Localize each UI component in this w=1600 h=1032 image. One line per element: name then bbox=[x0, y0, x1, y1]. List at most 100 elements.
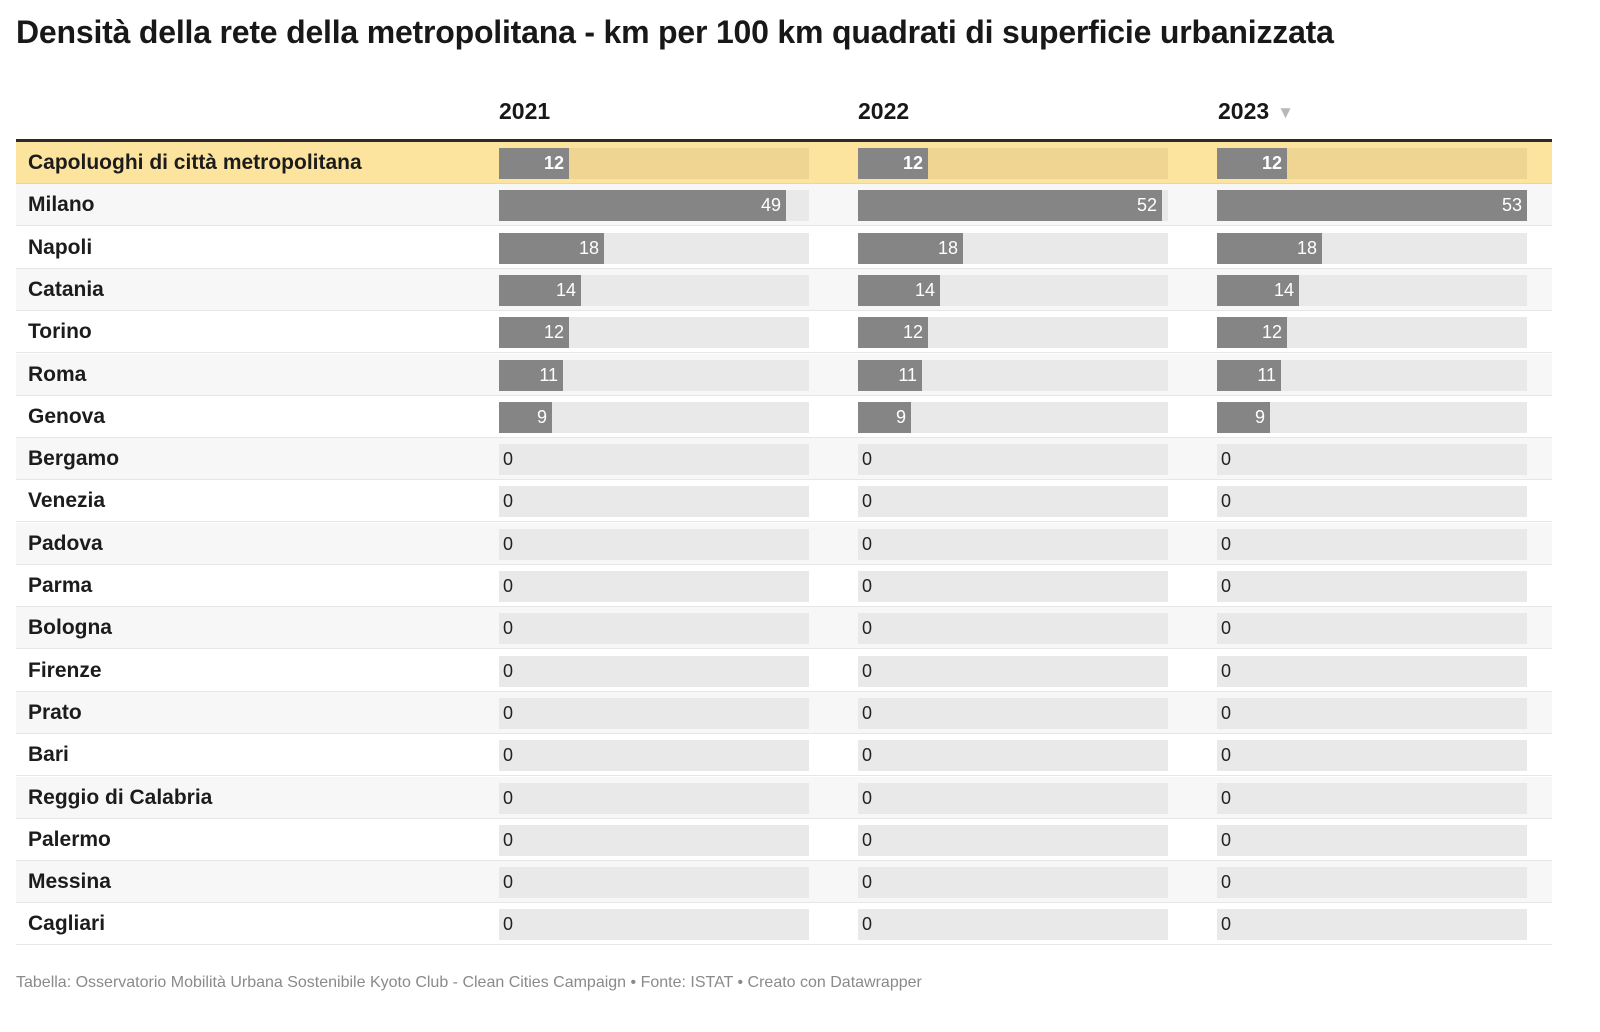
bar-value-label: 9 bbox=[895, 406, 906, 427]
bar-track-2023: 0 bbox=[1217, 571, 1527, 602]
bar-value-label: 0 bbox=[862, 618, 873, 639]
bar-track-2022: 52 bbox=[858, 190, 1168, 222]
table-row: Reggio di Calabria 0 0 0 bbox=[16, 776, 1552, 819]
bar-track-2022: 0 bbox=[858, 528, 1168, 560]
bar-value-label: 11 bbox=[898, 364, 917, 385]
bar-track-2023: 0 bbox=[1217, 867, 1527, 899]
bar-value-label: 0 bbox=[503, 576, 514, 596]
bar-track-2022: 0 bbox=[858, 824, 1168, 856]
bar-value-label: 0 bbox=[1221, 449, 1232, 470]
bar-value-label: 14 bbox=[555, 279, 576, 300]
table-row: Bergamo 0 0 0 bbox=[16, 438, 1552, 481]
bar-value-label: 0 bbox=[862, 660, 873, 681]
bar-track-2022: 0 bbox=[858, 782, 1168, 814]
bar-track-2023: 0 bbox=[1217, 655, 1527, 687]
column-header-label: 2022 bbox=[858, 98, 910, 124]
bar-track-2021: 0 bbox=[499, 486, 809, 518]
table-row: Parma 0 0 0 bbox=[16, 565, 1552, 607]
bar-value-label: 0 bbox=[503, 491, 514, 512]
bar-value-label: 12 bbox=[543, 153, 564, 173]
bar-track-2021: 18 bbox=[499, 232, 809, 264]
bar-track-2022: 18 bbox=[858, 232, 1168, 264]
bar-value-label: 0 bbox=[1221, 491, 1232, 512]
bar-2023 bbox=[1217, 148, 1287, 179]
column-header-label: 2023 bbox=[1218, 98, 1270, 124]
bar-value-label: 0 bbox=[862, 745, 873, 766]
bar-track-2022: 11 bbox=[858, 359, 1168, 391]
bar-value-label: 12 bbox=[1261, 153, 1282, 173]
bar-track-2023: 0 bbox=[1217, 486, 1527, 518]
bar-value-label: 18 bbox=[1296, 237, 1317, 258]
bar-track-2022: 14 bbox=[858, 274, 1168, 306]
bar-value-label: 12 bbox=[902, 153, 923, 173]
bar-track-2021: 0 bbox=[499, 613, 809, 645]
bar-2022 bbox=[858, 359, 922, 391]
bar-value-label: 0 bbox=[503, 533, 514, 554]
bar-track-2022: 0 bbox=[858, 867, 1168, 899]
bar-value-label: 12 bbox=[1261, 322, 1282, 343]
bar-track-2023: 12 bbox=[1217, 317, 1527, 349]
bar-track-2022: 9 bbox=[858, 401, 1168, 433]
bar-value-label: 0 bbox=[1221, 702, 1232, 723]
column-header-2022[interactable]: 2022 bbox=[858, 98, 909, 125]
bar-track-2022: 0 bbox=[858, 740, 1168, 772]
table-row: Milano 49 52 53 bbox=[16, 184, 1552, 227]
table-row: Palermo 0 0 0 bbox=[16, 819, 1552, 861]
bar-value-label: 11 bbox=[539, 364, 558, 385]
bar-value-label: 0 bbox=[1221, 576, 1232, 596]
bar-value-label: 0 bbox=[1221, 533, 1232, 554]
bar-track-2023: 0 bbox=[1217, 909, 1527, 941]
row-label: Roma bbox=[28, 362, 87, 386]
bar-track-2021: 12 bbox=[499, 148, 809, 179]
bar-track-2023: 53 bbox=[1217, 190, 1527, 222]
bar-2022 bbox=[858, 232, 963, 264]
sort-descending-icon[interactable]: ▼ bbox=[1277, 103, 1294, 122]
bar-track-2022: 0 bbox=[858, 613, 1168, 645]
bar-value-label: 0 bbox=[503, 829, 514, 850]
row-label: Prato bbox=[28, 700, 82, 724]
bar-value-label: 0 bbox=[503, 914, 514, 935]
bar-value-label: 52 bbox=[1136, 195, 1157, 216]
bar-track-2022: 12 bbox=[858, 317, 1168, 349]
bar-value-label: 0 bbox=[862, 787, 873, 808]
row-label: Bergamo bbox=[28, 447, 120, 471]
header-divider bbox=[16, 139, 1552, 142]
bar-track-2021: 11 bbox=[499, 359, 809, 391]
bar-track-2023: 0 bbox=[1217, 824, 1527, 856]
bar-2021 bbox=[499, 148, 569, 179]
row-label: Messina bbox=[28, 870, 111, 894]
table-row: Bologna 0 0 0 bbox=[16, 607, 1552, 650]
bar-track-2023: 0 bbox=[1217, 782, 1527, 814]
bar-value-label: 9 bbox=[536, 406, 547, 427]
bar-value-label: 49 bbox=[760, 195, 781, 216]
bar-2022 bbox=[858, 148, 928, 179]
bar-value-label: 9 bbox=[1254, 406, 1265, 427]
row-label: Genova bbox=[28, 404, 106, 428]
row-label: Reggio di Calabria bbox=[28, 785, 213, 809]
bar-value-label: 0 bbox=[503, 745, 514, 766]
bar-track-2022: 0 bbox=[858, 571, 1168, 602]
bar-value-label: 0 bbox=[1221, 660, 1232, 681]
bar-value-label: 18 bbox=[937, 237, 958, 258]
bar-value-label: 0 bbox=[503, 618, 514, 639]
bar-value-label: 0 bbox=[862, 872, 873, 893]
row-label: Bologna bbox=[28, 616, 112, 640]
bar-value-label: 0 bbox=[1221, 914, 1232, 935]
bar-track-2023: 0 bbox=[1217, 740, 1527, 772]
bar-2021 bbox=[499, 190, 786, 222]
row-label: Venezia bbox=[28, 489, 106, 513]
bar-value-label: 12 bbox=[543, 322, 564, 343]
column-header-2021[interactable]: 2021 bbox=[499, 98, 550, 125]
bar-value-label: 0 bbox=[503, 702, 514, 723]
bar-track-2023: 0 bbox=[1217, 613, 1527, 645]
bar-value-label: 0 bbox=[862, 576, 873, 596]
bar-track-2023: 0 bbox=[1217, 444, 1527, 476]
bar-track-2021: 0 bbox=[499, 782, 809, 814]
column-header-2023[interactable]: 2023 ▼ bbox=[1218, 98, 1294, 125]
bar-2023 bbox=[1217, 401, 1270, 433]
table-row: Venezia 0 0 0 bbox=[16, 480, 1552, 523]
bar-value-label: 0 bbox=[862, 491, 873, 512]
bar-2022 bbox=[858, 190, 1162, 222]
bar-track-2021: 0 bbox=[499, 528, 809, 560]
bar-track-2022: 0 bbox=[858, 909, 1168, 941]
